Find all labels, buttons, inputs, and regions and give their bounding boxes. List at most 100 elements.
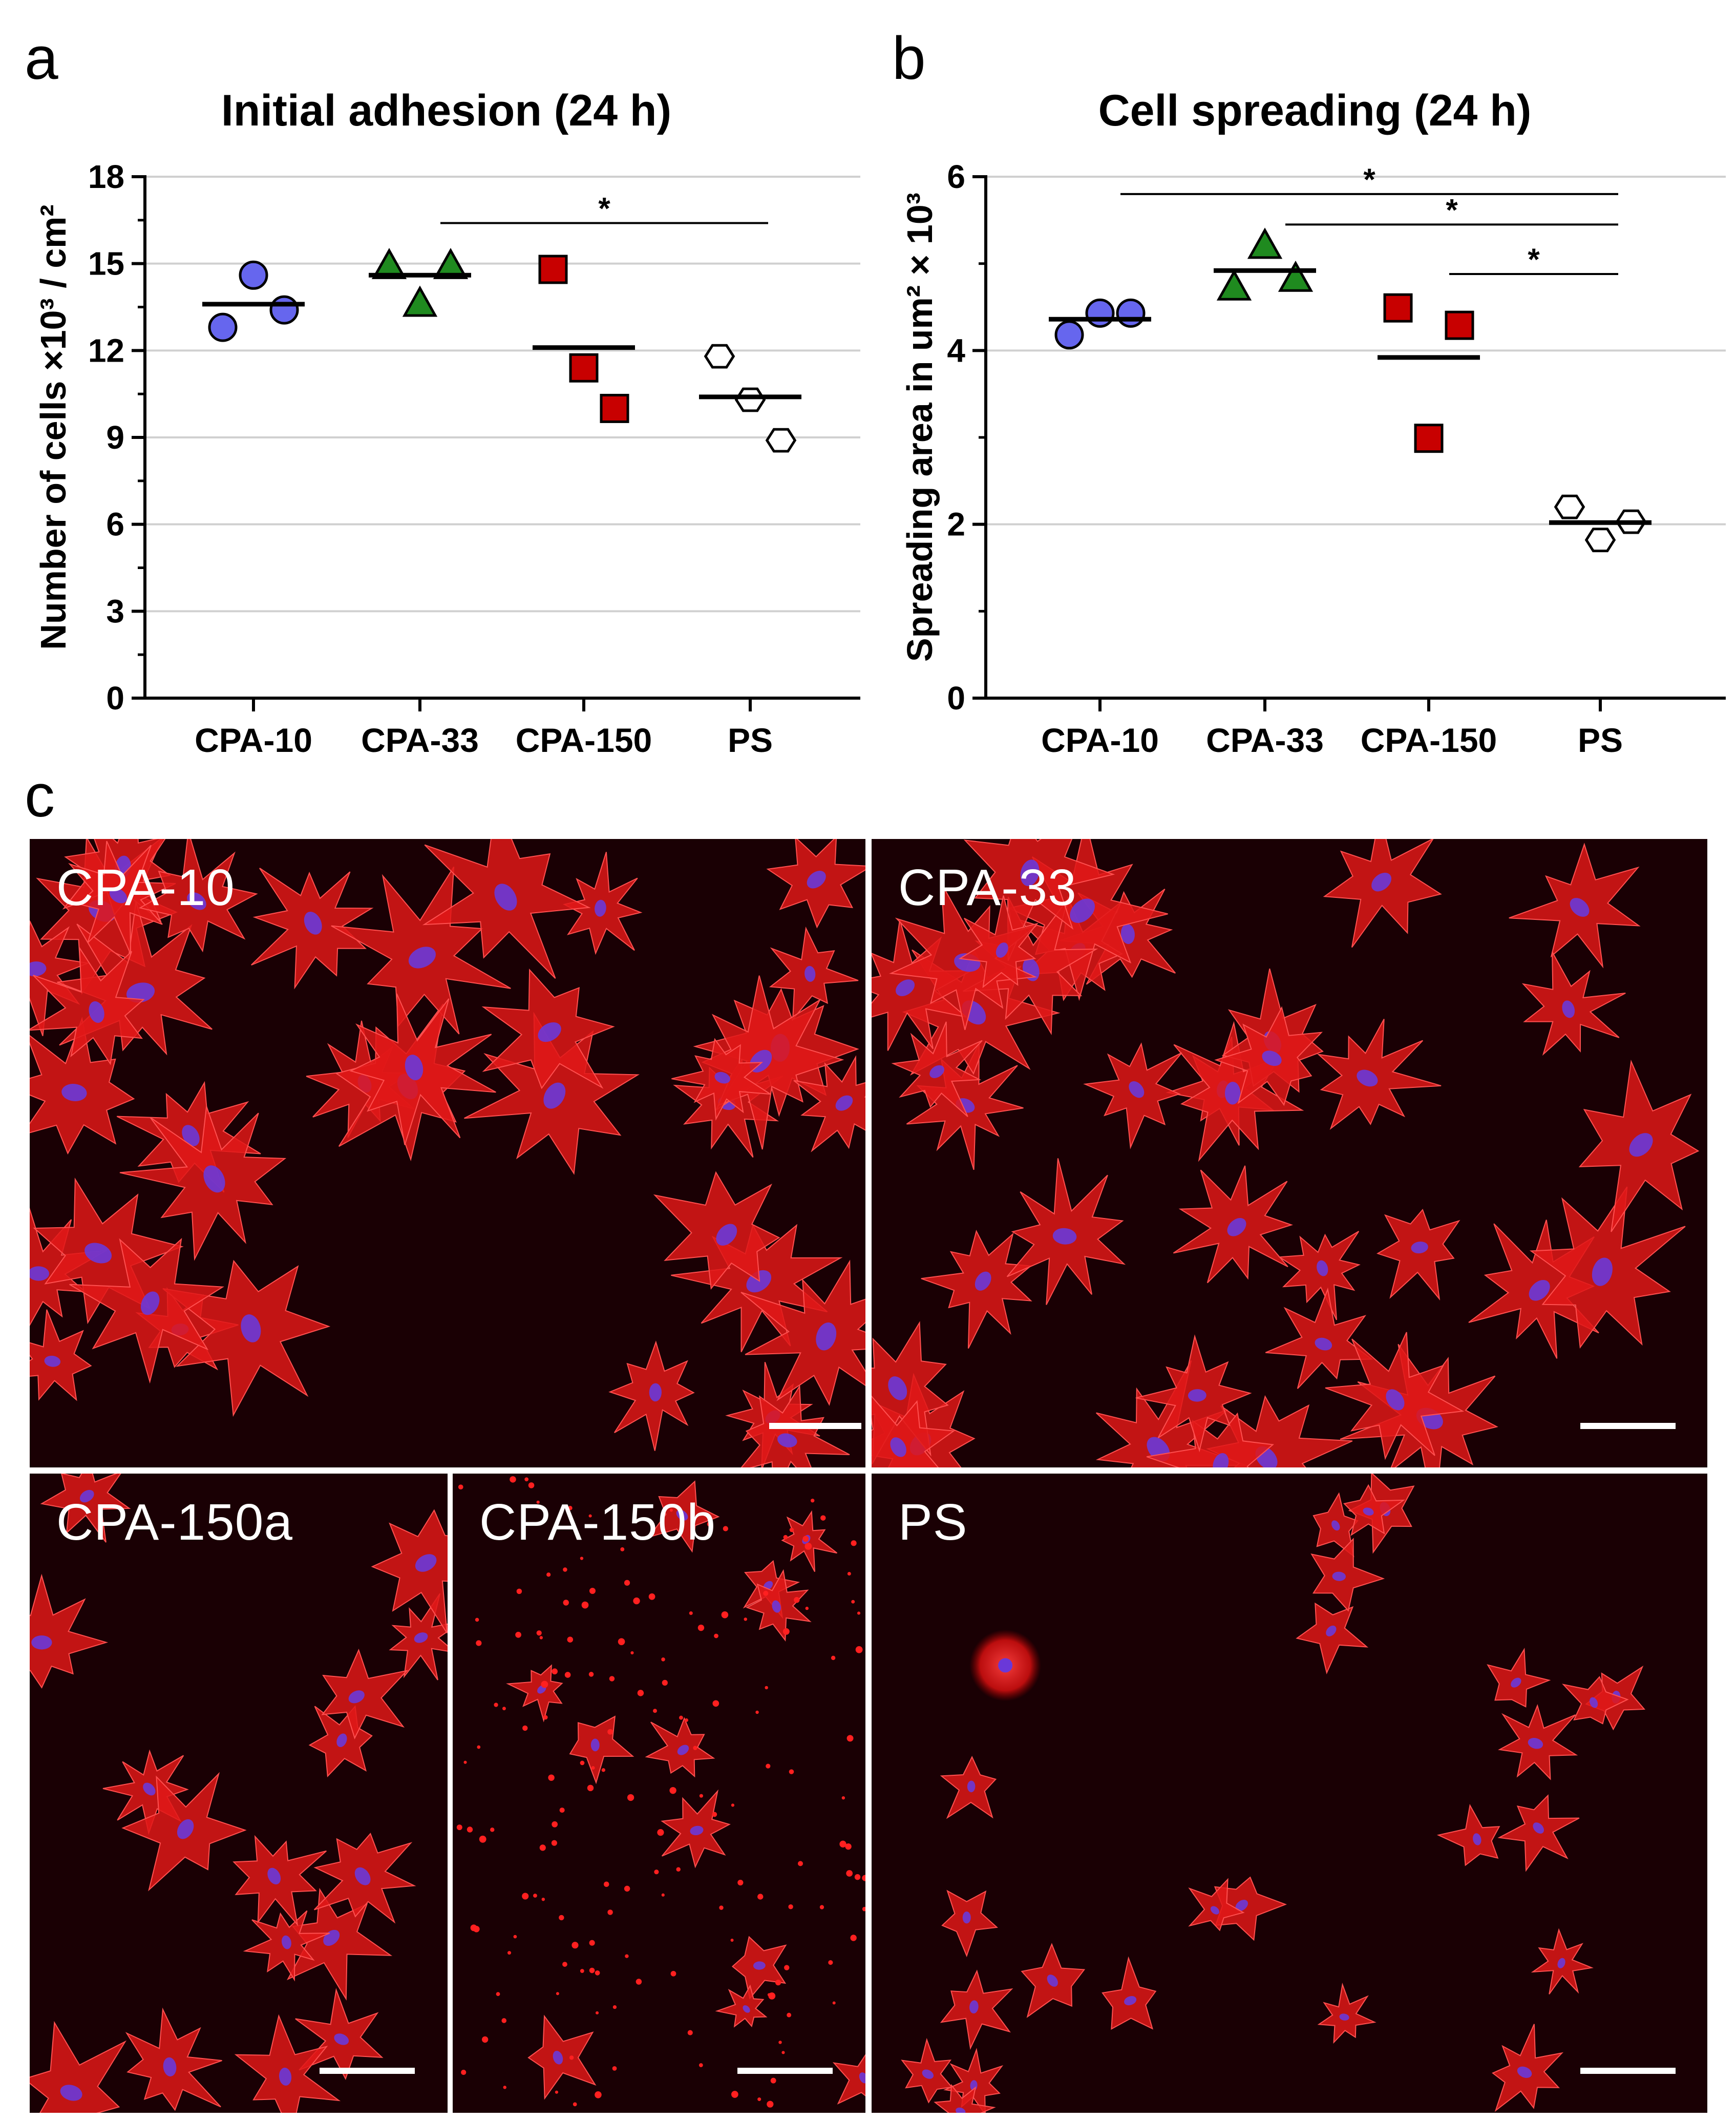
scale-bar	[1580, 1423, 1676, 1429]
cell-nucleus	[890, 1437, 906, 1457]
speck	[573, 2102, 577, 2107]
speck	[536, 1500, 540, 1504]
charts-canvas: 0 3 6 9 12 15 18 CPA-10 CPA-33 CPA-150 PS Initial a…	[33, 86, 1726, 759]
speck	[568, 1506, 573, 1510]
speck	[551, 1840, 557, 1846]
cell-nucleus	[415, 1554, 437, 1572]
cell-nucleus	[1210, 1906, 1219, 1915]
speck	[559, 1915, 564, 1921]
y-tick-label: 9	[106, 419, 124, 456]
cell-nucleus	[896, 979, 915, 996]
speck	[699, 1794, 703, 1798]
cell-nucleus	[1357, 1069, 1378, 1087]
speck	[731, 2091, 738, 2098]
cell-nucleus	[888, 1376, 907, 1400]
speck	[595, 1970, 600, 1976]
cell-nucleus	[1052, 1228, 1077, 1245]
data-point-cpa-33	[1216, 269, 1252, 301]
x-tick-label-ps: PS	[1578, 721, 1623, 759]
speck	[767, 2101, 774, 2108]
data-point-cpa-33	[371, 248, 407, 279]
speck	[601, 1768, 605, 1772]
data-point-cpa-150	[569, 353, 599, 383]
cell-nucleus	[494, 884, 517, 911]
data-point-cpa-150	[1383, 293, 1413, 323]
cell-nucleus	[590, 1738, 600, 1752]
speck	[516, 1588, 522, 1594]
speck	[685, 1718, 689, 1722]
cell-body	[793, 1055, 865, 1152]
speck	[723, 1526, 728, 1531]
cell-body	[1278, 1231, 1361, 1320]
chart-b: 0 2 4 6 CPA-10 CPA-33 CPA-150 PS Cell spreading …	[900, 86, 1726, 759]
chart-title: Cell spreading (24 h)	[1098, 86, 1532, 135]
cell-nucleus	[354, 1867, 371, 1885]
speck	[589, 1587, 596, 1594]
cell-body	[832, 2054, 865, 2105]
speck	[669, 1508, 673, 1512]
speck	[555, 2090, 559, 2094]
micrograph-cpa-10-image	[30, 839, 865, 1467]
speck	[503, 2086, 506, 2089]
speck	[744, 1618, 747, 1621]
micrograph-label: CPA-33	[898, 859, 1077, 916]
cell-body	[234, 2014, 341, 2113]
cell-nucleus	[772, 1600, 781, 1613]
cell-body	[30, 2021, 127, 2113]
data-point-cpa-33	[1247, 227, 1283, 259]
cell-body	[1317, 1019, 1442, 1130]
cell-nucleus	[1529, 1279, 1550, 1301]
speck	[669, 1787, 676, 1794]
cell-nucleus	[61, 1084, 87, 1102]
speck	[839, 1840, 846, 1847]
cell-nucleus	[177, 1819, 194, 1839]
cell-nucleus	[929, 1065, 945, 1078]
cell-body	[30, 946, 145, 1065]
cell-nucleus	[1224, 1082, 1241, 1105]
cell-nucleus	[1213, 1453, 1229, 1467]
speck	[757, 2097, 761, 2102]
cell-nucleus	[1590, 1697, 1598, 1708]
cell-nucleus	[677, 1745, 689, 1755]
speck	[661, 1657, 665, 1662]
cell-nucleus	[334, 2033, 349, 2045]
speck	[784, 1965, 790, 1970]
cell-nucleus	[44, 1355, 61, 1367]
speck	[595, 2011, 599, 2014]
speck	[862, 1875, 865, 1881]
scale-bar	[769, 1423, 861, 1429]
speck	[802, 1536, 809, 1542]
cell-body	[30, 1573, 109, 1689]
speck	[661, 1893, 665, 1897]
cell-nucleus	[714, 1072, 730, 1084]
data-point-ps	[765, 428, 797, 453]
cell-nucleus	[743, 2005, 750, 2013]
speck	[588, 1514, 592, 1518]
micrograph-cpa-150a: CPA-150a	[30, 1474, 448, 2113]
speck	[788, 1904, 793, 1909]
speck	[698, 2063, 703, 2067]
micrograph-label: CPA-150a	[56, 1494, 293, 1551]
scale-bar	[737, 2068, 833, 2074]
panel-letter-b: b	[892, 25, 926, 92]
cell-body	[1492, 2024, 1564, 2112]
speck	[810, 1499, 815, 1503]
speck	[775, 1980, 781, 1986]
x-tick-label-cpa-150: CPA-150	[516, 721, 652, 759]
cell-nucleus	[753, 1961, 766, 1970]
speck	[805, 1606, 809, 1610]
speck	[539, 1636, 543, 1640]
cell-nucleus	[304, 911, 322, 935]
cell-nucleus	[1629, 1133, 1653, 1157]
data-point-ps	[1554, 494, 1585, 519]
speck	[463, 1760, 467, 1764]
speck	[524, 1477, 529, 1482]
speck	[832, 2001, 836, 2005]
speck	[559, 1808, 565, 1813]
cell-nucleus	[1562, 1000, 1575, 1018]
cell-body	[125, 2007, 222, 2111]
cell-nucleus	[1533, 1822, 1544, 1834]
cell-body	[653, 1171, 780, 1290]
y-tick-label: 15	[88, 245, 124, 282]
panel-letter-a: a	[25, 25, 58, 92]
